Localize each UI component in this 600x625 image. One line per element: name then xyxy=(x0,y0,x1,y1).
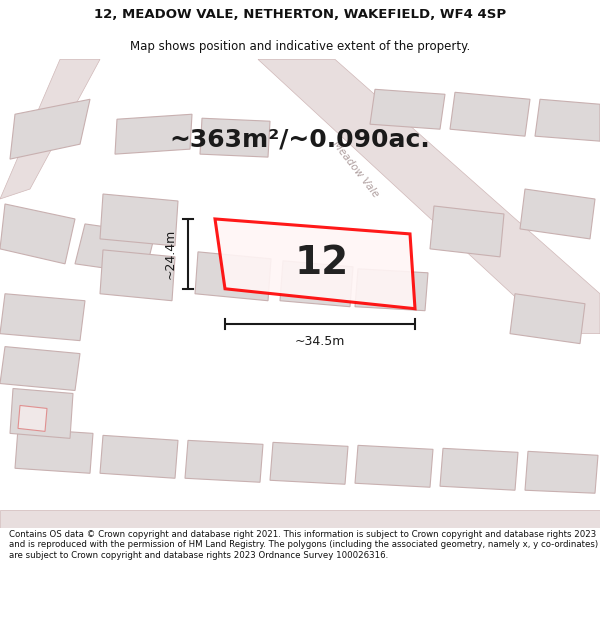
Text: 12, MEADOW VALE, NETHERTON, WAKEFIELD, WF4 4SP: 12, MEADOW VALE, NETHERTON, WAKEFIELD, W… xyxy=(94,8,506,21)
Text: ~34.5m: ~34.5m xyxy=(295,335,345,348)
Polygon shape xyxy=(100,436,178,478)
Polygon shape xyxy=(115,114,192,154)
Polygon shape xyxy=(525,451,598,493)
Text: ~363m²/~0.090ac.: ~363m²/~0.090ac. xyxy=(170,127,430,151)
Polygon shape xyxy=(0,59,100,199)
Polygon shape xyxy=(370,89,445,129)
Polygon shape xyxy=(258,59,600,334)
Polygon shape xyxy=(100,250,175,301)
Polygon shape xyxy=(200,118,270,157)
Polygon shape xyxy=(0,294,85,341)
Polygon shape xyxy=(0,347,80,391)
Polygon shape xyxy=(270,442,348,484)
Text: 12: 12 xyxy=(294,244,349,282)
Polygon shape xyxy=(430,206,504,257)
Polygon shape xyxy=(18,406,47,431)
Text: Meadow Vale: Meadow Vale xyxy=(330,139,380,199)
Polygon shape xyxy=(355,269,428,311)
Text: Map shows position and indicative extent of the property.: Map shows position and indicative extent… xyxy=(130,40,470,52)
Polygon shape xyxy=(10,389,73,438)
Polygon shape xyxy=(185,441,263,483)
Polygon shape xyxy=(520,189,595,239)
Polygon shape xyxy=(100,194,178,246)
Text: Contains OS data © Crown copyright and database right 2021. This information is : Contains OS data © Crown copyright and d… xyxy=(9,530,598,560)
Text: ~24.4m: ~24.4m xyxy=(163,229,176,279)
Polygon shape xyxy=(0,510,600,528)
Polygon shape xyxy=(355,446,433,488)
Polygon shape xyxy=(0,204,75,264)
Polygon shape xyxy=(75,224,155,274)
Polygon shape xyxy=(280,261,353,307)
Polygon shape xyxy=(440,448,518,490)
Polygon shape xyxy=(450,92,530,136)
Polygon shape xyxy=(195,252,271,301)
Polygon shape xyxy=(535,99,600,141)
Polygon shape xyxy=(15,428,93,473)
Polygon shape xyxy=(215,219,415,309)
Polygon shape xyxy=(510,294,585,344)
Polygon shape xyxy=(10,99,90,159)
